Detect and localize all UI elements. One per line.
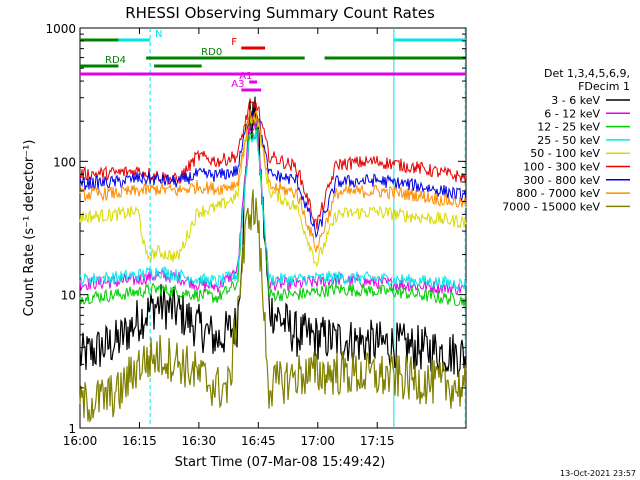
x-tick-label-5: 17:15: [360, 434, 395, 448]
chart-title: RHESSI Observing Summary Count Rates: [125, 4, 435, 22]
series-line-100-300-kev: [79, 97, 467, 230]
x-tick-label-0: 16:00: [63, 434, 98, 448]
series-line-50-100-kev: [79, 111, 467, 268]
legend-label-6-12-kev: 6 - 12 keV: [544, 107, 600, 120]
legend-label-50-100-kev: 50 - 100 keV: [530, 147, 600, 160]
y-tick-label-2: 100: [53, 155, 76, 169]
x-tick-label-4: 17:00: [300, 434, 335, 448]
annotation-label-f: F: [231, 37, 237, 48]
x-tick-label-3: 16:45: [241, 434, 276, 448]
legend-header-2: FDecim 1: [578, 80, 630, 93]
y-axis: 1 10 100 1000: [45, 22, 466, 436]
y-axis-label: Count Rate (s⁻¹ detector⁻¹): [22, 140, 37, 317]
timestamp: 13-Oct-2021 23:57: [560, 469, 636, 478]
series-line-6-12-kev: [79, 120, 467, 296]
legend-label-100-300-kev: 100 - 300 keV: [523, 161, 600, 174]
series-line-12-25-kev: [79, 126, 467, 307]
legend-label-300-800-kev: 300 - 800 keV: [523, 174, 600, 187]
x-tick-label-2: 16:30: [182, 434, 217, 448]
series-line-3-6-kev: [79, 96, 467, 378]
legend-label-800-7000-kev: 800 - 7000 keV: [516, 187, 600, 200]
legend-label-25-50-kev: 25 - 50 keV: [537, 134, 600, 147]
series-line-800-7000-kev: [79, 109, 467, 253]
y-tick-label-3: 1000: [45, 22, 76, 36]
annotation-label-a1: A1: [239, 71, 252, 82]
legend-label-12-25-kev: 12 - 25 keV: [537, 121, 600, 134]
x-axis-label: Start Time (07-Mar-08 15:49:42): [175, 455, 386, 470]
plot-frame: [79, 27, 467, 429]
legend-label-7000-15000-kev: 7000 - 15000 keV: [502, 200, 600, 213]
series-line-300-800-kev: [79, 110, 467, 239]
y-tick-label-1: 10: [61, 289, 76, 303]
legend-label-3-6-kev: 3 - 6 keV: [551, 94, 600, 107]
x-tick-label-1: 16:15: [122, 434, 157, 448]
x-axis: 16:00 16:15 16:30 16:45 17:00 17:15: [63, 28, 395, 448]
annotation-label-rd0: RD0: [201, 47, 222, 58]
y-tick-label-0: 1: [68, 422, 76, 436]
series-line-25-50-kev: [79, 129, 467, 291]
annotation-label-a3: A3: [231, 79, 244, 90]
annotation-label-rd4: RD4: [105, 55, 126, 66]
annotation-label-n: N: [155, 29, 162, 40]
legend-header-1: Det 1,3,4,5,6,9,: [544, 67, 630, 80]
series-line-7000-15000-kev: [79, 189, 467, 424]
